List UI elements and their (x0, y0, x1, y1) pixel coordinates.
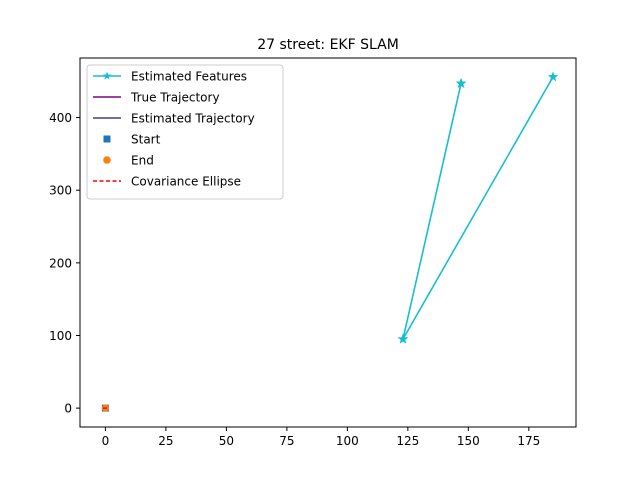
legend-box (86, 64, 284, 200)
x-tick-label-175: 175 (517, 434, 540, 448)
x-tick-label-50: 50 (219, 434, 234, 448)
y-tick-label-200: 200 (49, 256, 72, 270)
y-tick-label-400: 400 (49, 111, 72, 125)
plot-area: 0 25 50 75 100 125 150 175 0 100 200 300 400 (49, 57, 577, 448)
x-tick-label-75: 75 (279, 434, 294, 448)
data-layer (101, 71, 559, 412)
legend-label-true-trajectory: True Trajectory (130, 91, 220, 105)
axes-frame (79, 57, 577, 428)
feature-point-3 (397, 333, 409, 344)
feature-point-2 (455, 77, 467, 88)
x-tick-label-100: 100 (336, 434, 359, 448)
legend-label-covariance-ellipse: Covariance Ellipse (131, 175, 241, 189)
legend-label-end: End (131, 154, 154, 168)
legend-star-estimated-features (102, 71, 112, 80)
legend-handle-start (103, 135, 111, 143)
legend: Estimated Features True Trajectory Estimat… (86, 64, 284, 200)
x-tick-label-0: 0 (102, 434, 110, 448)
y-tick-label-300: 300 (49, 184, 72, 198)
feature-point-4 (547, 71, 559, 82)
legend-label-estimated-features: Estimated Features (131, 70, 247, 84)
y-tick-label-100: 100 (49, 329, 72, 343)
x-tick-label-125: 125 (396, 434, 419, 448)
x-tick-label-25: 25 (158, 434, 173, 448)
chart-title: 27 street: EKF SLAM (257, 37, 399, 53)
legend-label-start: Start (131, 133, 161, 147)
legend-handle-end (103, 156, 111, 164)
legend-label-estimated-trajectory: Estimated Trajectory (131, 112, 255, 126)
y-tick-label-0: 0 (64, 402, 72, 416)
x-tick-label-150: 150 (457, 434, 480, 448)
